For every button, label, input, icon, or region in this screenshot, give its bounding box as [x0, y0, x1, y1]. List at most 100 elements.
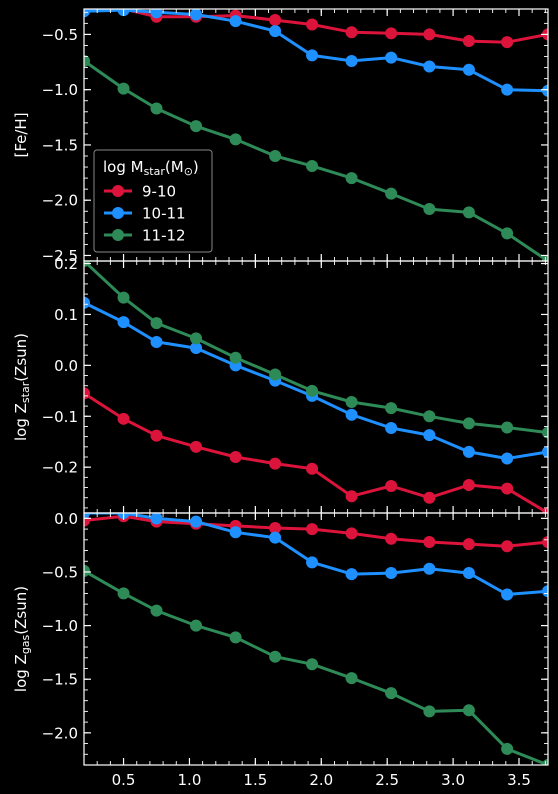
data-point-11-12 [229, 351, 242, 364]
y-tick-label: −1.0 [42, 617, 78, 635]
data-point-9-10 [423, 535, 436, 548]
data-point-11-12 [269, 368, 282, 381]
data-point-10-11 [345, 568, 358, 581]
data-point-11-12 [306, 159, 319, 172]
data-point-10-11 [306, 556, 319, 569]
panel-2: 0.2 0.1 0.0 −0.1 −0.2 log Zstar(Zsun) [12, 255, 549, 514]
data-point-11-12 [462, 417, 475, 430]
data-point-9-10 [269, 522, 282, 535]
legend-box [93, 149, 213, 253]
data-point-9-10 [306, 523, 319, 536]
y-tick-label: 0.2 [54, 255, 78, 273]
data-point-11-12 [306, 658, 319, 671]
legend-marker-10-11 [112, 207, 124, 219]
data-point-9-10 [117, 412, 130, 425]
y-tick-label: −2.5 [42, 247, 78, 265]
data-point-11-12 [501, 227, 514, 240]
data-point-11-12 [117, 587, 130, 600]
data-point-11-12 [269, 650, 282, 663]
data-point-10-11 [190, 342, 203, 355]
data-point-10-11 [462, 63, 475, 76]
data-point-10-11 [423, 60, 436, 73]
legend: log Mstar(M⊙) 9-10 10-11 11-12 [93, 149, 213, 253]
data-point-9-10 [306, 462, 319, 475]
x-tick-label: 1.5 [243, 771, 267, 789]
data-point-11-12 [84, 54, 90, 67]
data-point-9-10 [462, 479, 475, 491]
data-point-9-10 [462, 35, 475, 48]
data-point-9-10 [423, 28, 436, 41]
x-tick-label: 3.0 [441, 771, 465, 789]
data-point-9-10 [190, 440, 203, 453]
y-axis-label: [Fe/H] [12, 112, 30, 157]
data-point-10-11 [269, 531, 282, 544]
data-point-9-10 [385, 532, 398, 545]
data-point-10-11 [117, 316, 130, 329]
y-tick-label: 0.0 [54, 357, 78, 375]
data-point-9-10 [269, 14, 282, 27]
data-point-11-12 [423, 410, 436, 423]
y-tick-label: −0.1 [42, 408, 78, 426]
data-point-11-12 [385, 187, 398, 200]
x-tick-label: 0.5 [112, 771, 136, 789]
data-point-11-12 [229, 133, 242, 146]
data-point-11-12 [423, 203, 436, 216]
data-point-11-12 [269, 150, 282, 162]
series-9-10 [84, 9, 548, 49]
data-point-9-10 [84, 387, 90, 400]
data-point-10-11 [542, 84, 548, 97]
data-point-10-11 [84, 513, 90, 519]
data-point-11-12 [190, 332, 203, 345]
data-point-10-11 [229, 526, 242, 539]
data-point-11-12 [345, 396, 358, 409]
series-11-12 [84, 564, 548, 765]
y-tick-label: −1.5 [42, 671, 78, 689]
data-point-11-12 [385, 687, 398, 700]
data-point-11-12 [501, 742, 514, 755]
data-point-10-11 [423, 429, 436, 442]
legend-label-10-11: 10-11 [142, 205, 186, 223]
data-point-11-12 [501, 421, 514, 434]
axes-frame [83, 512, 549, 766]
data-point-9-10 [385, 480, 398, 493]
y-axis-label: log Zgas(Zsun) [12, 586, 32, 692]
data-point-11-12 [190, 120, 203, 133]
x-tick-label: 1.0 [178, 771, 202, 789]
data-point-11-12 [306, 384, 319, 397]
series-10-11 [84, 9, 548, 97]
y-tick-label: −2.0 [42, 192, 78, 210]
legend-label-9-10: 9-10 [142, 183, 176, 201]
data-point-11-12 [190, 619, 203, 632]
series-10-11 [84, 513, 548, 601]
data-point-10-11 [385, 567, 398, 580]
data-point-9-10 [501, 36, 514, 49]
data-point-10-11 [150, 513, 163, 525]
data-point-9-10 [229, 451, 242, 463]
data-point-9-10 [306, 18, 319, 31]
data-point-10-11 [501, 83, 514, 96]
data-point-11-12 [150, 317, 163, 330]
data-point-11-12 [345, 672, 358, 685]
x-tick-label: 2.0 [309, 771, 333, 789]
data-point-10-11 [385, 421, 398, 434]
y-tick-label: −0.2 [42, 459, 78, 477]
legend-label-11-12: 11-12 [142, 227, 186, 245]
y-tick-label: −0.5 [42, 563, 78, 581]
x-tick-label: 2.5 [375, 771, 399, 789]
data-point-10-11 [190, 515, 203, 528]
data-point-9-10 [423, 491, 436, 504]
series-11-12 [84, 261, 548, 439]
y-tick-label: 0.0 [54, 510, 78, 528]
data-point-9-10 [269, 457, 282, 470]
data-point-10-11 [462, 567, 475, 580]
data-point-10-11 [385, 51, 398, 64]
data-point-9-10 [501, 540, 514, 553]
data-point-9-10 [462, 538, 475, 551]
panel-1: −0.5 −1.0 −1.5 −2.0 −2.5 [Fe/H] [12, 8, 549, 265]
data-point-11-12 [462, 206, 475, 219]
data-point-11-12 [84, 564, 90, 577]
data-point-10-11 [345, 54, 358, 67]
data-point-10-11 [542, 585, 548, 598]
data-point-11-12 [423, 705, 436, 718]
data-point-9-10 [150, 429, 163, 442]
